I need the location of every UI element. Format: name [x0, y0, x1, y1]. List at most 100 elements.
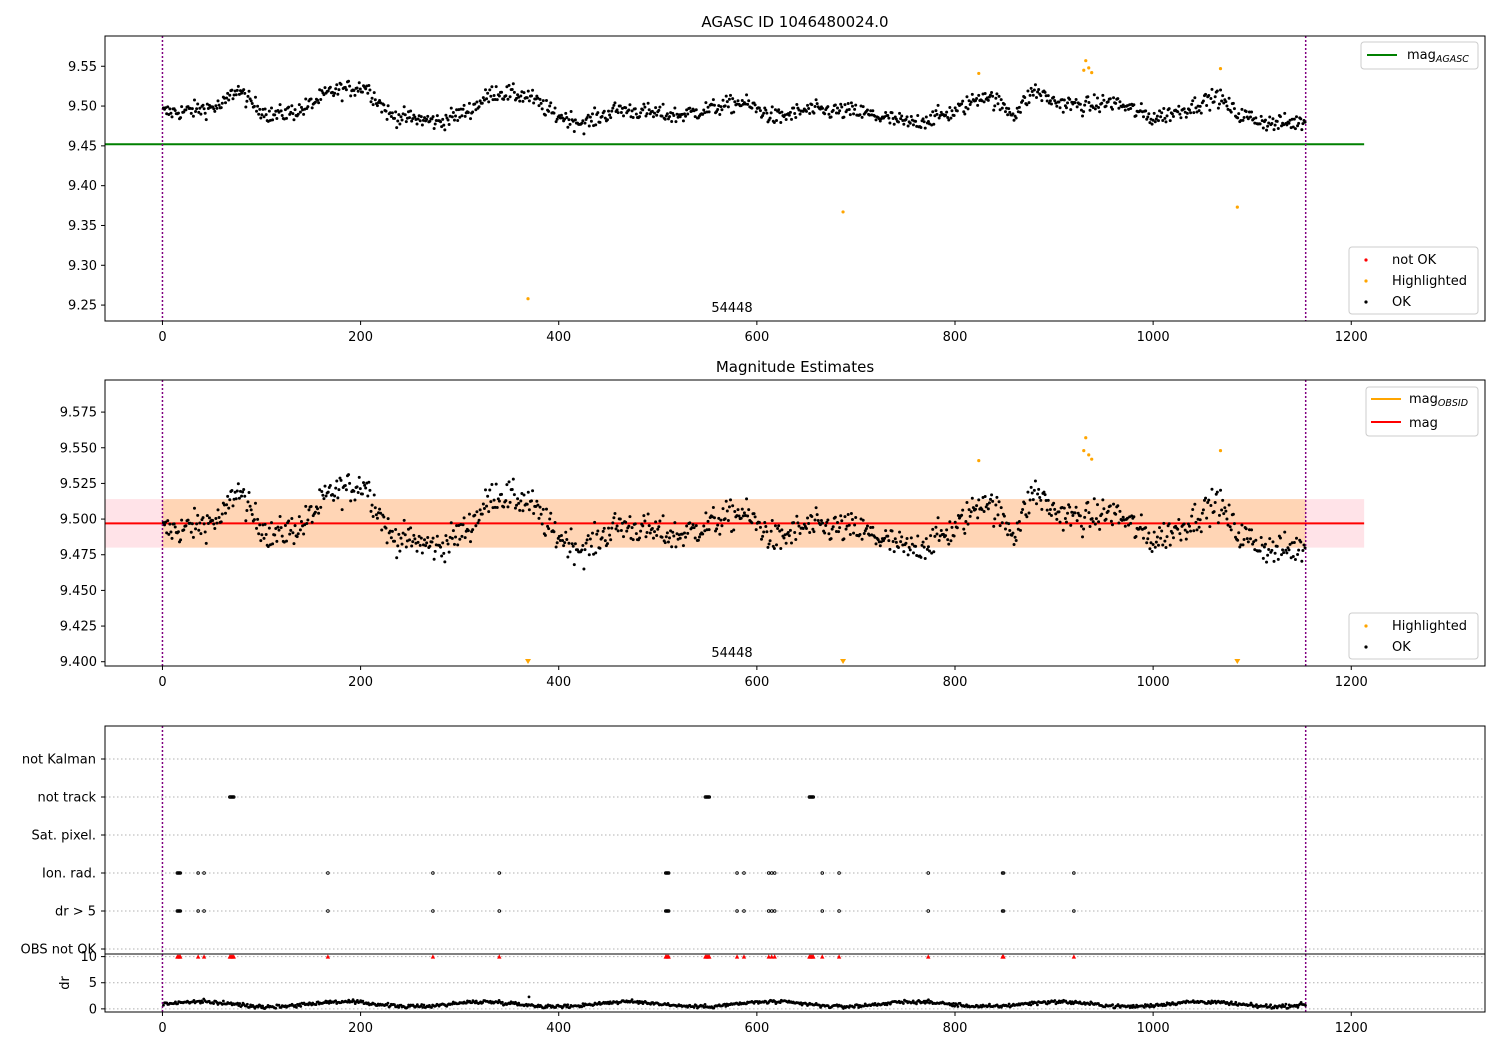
ok-point — [1241, 118, 1245, 122]
ok-point — [1263, 542, 1267, 546]
ok-point — [1098, 527, 1102, 531]
ok-point — [1081, 114, 1085, 118]
ok-point — [614, 527, 618, 531]
ok-point — [758, 109, 762, 113]
dr-point — [192, 998, 196, 1002]
ok-point — [727, 505, 731, 509]
ok-point — [619, 110, 623, 114]
y-tick-label: 9.40 — [68, 179, 97, 194]
ok-point — [724, 94, 728, 98]
flag-point — [497, 909, 502, 913]
ok-point — [1204, 496, 1208, 500]
dr-point — [393, 1003, 396, 1007]
ok-point — [747, 99, 751, 103]
ok-point — [628, 103, 632, 107]
ok-point — [673, 521, 677, 525]
dr-point — [1229, 1000, 1233, 1004]
ok-point — [420, 551, 424, 555]
ok-point — [249, 99, 253, 103]
ok-point — [1007, 522, 1011, 526]
ok-point — [692, 526, 696, 530]
ok-point — [462, 516, 466, 520]
ok-point — [807, 107, 811, 111]
ok-point — [299, 520, 303, 524]
ok-point — [1161, 118, 1165, 122]
ok-point — [1084, 508, 1088, 512]
ok-point — [240, 494, 244, 498]
ok-point — [1250, 528, 1254, 532]
ok-point — [1052, 95, 1056, 99]
ok-point — [1027, 101, 1031, 105]
flag-point — [326, 909, 330, 913]
ok-point — [842, 537, 846, 541]
ok-point — [1200, 511, 1204, 515]
ok-point — [1208, 108, 1212, 112]
ok-point — [298, 110, 302, 114]
ok-point — [615, 524, 619, 528]
ok-point — [1074, 97, 1078, 101]
ok-point — [165, 531, 169, 535]
ok-point — [1058, 106, 1062, 110]
flag-point — [772, 871, 777, 875]
ok-point — [394, 528, 398, 532]
ok-point — [693, 115, 697, 119]
dr-point — [607, 1002, 611, 1006]
ok-point — [760, 537, 764, 541]
ok-point — [921, 540, 925, 544]
ok-point — [1158, 526, 1162, 530]
ok-point — [1057, 100, 1061, 104]
ok-point — [333, 91, 337, 95]
ok-point — [1043, 90, 1047, 94]
ok-point — [793, 112, 797, 116]
ok-point — [1079, 524, 1083, 528]
ok-point — [705, 110, 709, 114]
flags-plot-area — [105, 726, 1485, 954]
ok-point — [961, 99, 965, 103]
ok-point — [727, 97, 731, 101]
ok-point — [231, 97, 235, 101]
ok-point — [1148, 121, 1152, 125]
ok-point — [347, 79, 351, 83]
ok-point — [962, 527, 966, 531]
flag-category-label: Ion. rad. — [42, 867, 96, 882]
ok-point — [490, 483, 494, 487]
ok-point — [291, 531, 295, 535]
ok-point — [295, 535, 299, 539]
ok-point — [397, 532, 401, 536]
ok-point — [289, 528, 293, 532]
ok-point — [827, 112, 831, 116]
ok-point — [1204, 92, 1208, 96]
ok-point — [506, 505, 510, 509]
ok-point — [886, 534, 890, 538]
ok-point — [893, 537, 897, 541]
flag-point — [772, 909, 777, 913]
dr-point — [703, 1003, 707, 1006]
dr-point — [464, 1001, 468, 1005]
ok-point — [1104, 104, 1108, 108]
ok-point — [394, 110, 398, 114]
ok-point — [763, 521, 767, 525]
ok-point — [983, 494, 987, 498]
ok-point — [1236, 538, 1240, 542]
ok-point — [380, 110, 384, 114]
ok-point — [838, 109, 842, 113]
panel1-axes: 9.259.309.359.409.459.509.550 200 400 600 80… — [68, 60, 1368, 345]
ok-point — [767, 542, 771, 546]
dr-point — [500, 1000, 504, 1004]
ok-point — [264, 113, 268, 117]
ok-point — [1108, 97, 1112, 101]
dr-clipped-marker — [201, 954, 207, 959]
ok-point — [424, 544, 428, 548]
ok-point — [416, 117, 420, 121]
ok-point — [336, 496, 340, 500]
ok-point — [313, 100, 317, 104]
dr-point — [1036, 1003, 1039, 1007]
panel1-frame — [104, 35, 1486, 322]
ok-point — [252, 518, 256, 522]
ok-point — [1223, 506, 1227, 510]
ok-point — [1293, 558, 1297, 562]
ok-point — [1189, 529, 1193, 533]
ok-point — [370, 503, 374, 507]
ok-point — [827, 532, 831, 536]
ok-point — [939, 110, 943, 114]
